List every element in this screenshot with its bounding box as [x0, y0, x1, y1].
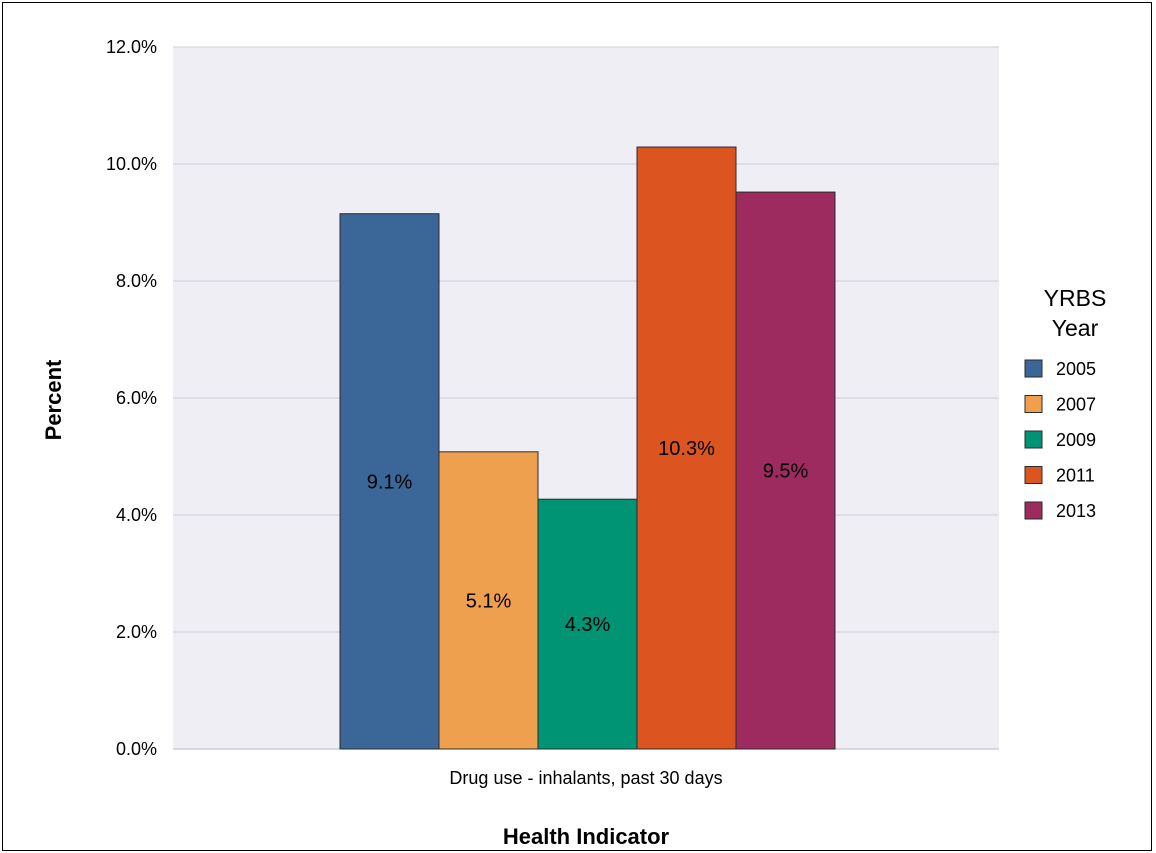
data-label-2011: 10.3% [658, 438, 715, 460]
data-labels: 9.1% 5.1% 4.3% 10.3% 9.5% [367, 438, 809, 636]
y-axis-tick-labels: 0.0% 2.0% 4.0% 6.0% 8.0% 10.0% 12.0% [106, 37, 157, 759]
legend-swatch-2011 [1024, 466, 1043, 484]
bars [339, 146, 836, 750]
y-tick-label: 8.0% [116, 271, 157, 291]
bar-2013 [735, 191, 836, 750]
legend-label-2009: 2009 [1056, 430, 1096, 450]
y-tick-label: 2.0% [116, 622, 157, 642]
legend-label-2013: 2013 [1056, 501, 1096, 521]
y-tick-label: 6.0% [116, 388, 157, 408]
data-label-2013: 9.5% [763, 461, 809, 483]
bar-2011 [636, 146, 737, 750]
legend-swatch-2005 [1024, 359, 1043, 378]
x-axis-title: Health Indicator [503, 824, 670, 849]
y-tick-label: 10.0% [106, 154, 157, 174]
legend-title-line-2: Year [1052, 315, 1099, 341]
legend-label-2005: 2005 [1056, 359, 1096, 379]
legend-swatch-2007 [1024, 395, 1043, 413]
legend-label-2007: 2007 [1056, 395, 1096, 415]
x-category-label: Drug use - inhalants, past 30 days [449, 768, 722, 788]
data-label-2009: 4.3% [565, 614, 611, 636]
legend-title-line-1: YRBS [1044, 285, 1107, 311]
y-tick-label: 0.0% [116, 739, 157, 759]
y-tick-label: 12.0% [106, 37, 157, 57]
y-axis-title: Percent [41, 359, 66, 440]
bar-2007 [438, 451, 539, 750]
legend-label-2011: 2011 [1056, 466, 1095, 486]
legend: YRBS Year 2005 2007 2009 2011 2013 [1024, 285, 1107, 521]
bar-2005 [339, 213, 440, 750]
legend-swatch-2009 [1024, 430, 1043, 449]
data-label-2007: 5.1% [466, 590, 512, 612]
legend-items: 2005 2007 2009 2011 2013 [1024, 359, 1096, 521]
y-tick-label: 4.0% [116, 505, 157, 525]
data-label-2005: 9.1% [367, 471, 413, 493]
bar-chart: 0.0% 2.0% 4.0% 6.0% 8.0% 10.0% 12.0% 9.1% 5.1% 4… [41, 37, 1107, 849]
legend-swatch-2013 [1024, 501, 1043, 520]
bar-2009 [537, 498, 638, 750]
